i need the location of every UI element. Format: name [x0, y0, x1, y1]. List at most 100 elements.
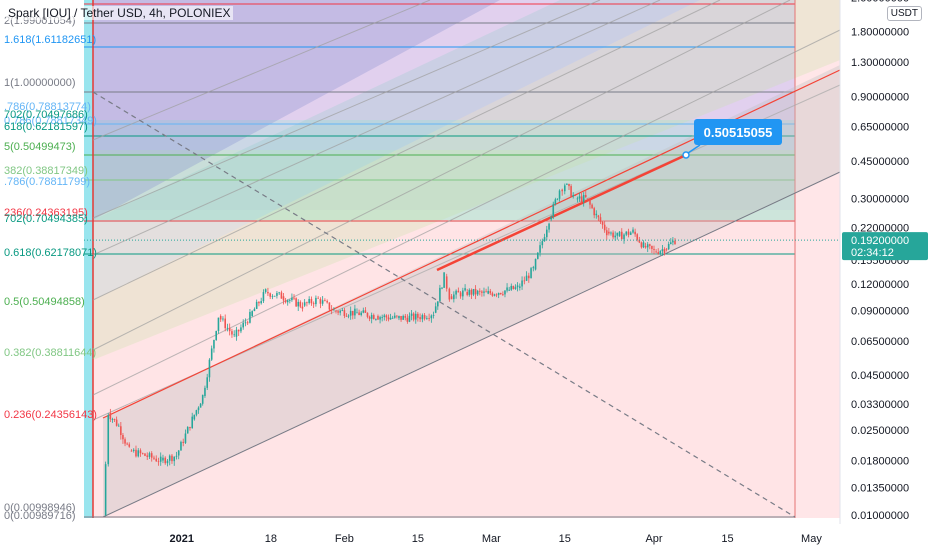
x-tick-label: 15 — [412, 533, 424, 545]
candle-body — [196, 410, 198, 415]
candle-body — [574, 195, 576, 196]
candle-body — [437, 301, 439, 306]
projection-callout-text: 0.50515055 — [704, 125, 773, 140]
candle-body — [151, 453, 153, 457]
candle-body — [149, 453, 151, 457]
y-tick-label: 0.01350000 — [851, 482, 909, 494]
candle-body — [419, 317, 421, 319]
candle-body — [579, 196, 581, 198]
candle-body — [598, 216, 600, 218]
candle-body — [326, 301, 328, 302]
candle-body — [142, 453, 144, 454]
candle-body — [446, 276, 448, 288]
candle-body — [396, 316, 398, 317]
candle-body — [215, 331, 217, 340]
y-tick-label: 0.45000000 — [851, 156, 909, 168]
candle-body — [422, 315, 424, 319]
candle-body — [122, 435, 124, 439]
candle-body — [350, 311, 352, 316]
candle-body — [458, 291, 460, 293]
currency-button[interactable]: USDT — [887, 6, 922, 21]
candle-body — [612, 233, 614, 238]
candle-body — [657, 252, 659, 254]
candle-body — [655, 251, 657, 252]
candle-body — [608, 232, 610, 234]
candle-body — [431, 316, 433, 319]
candle-body — [602, 222, 604, 225]
candle-body — [131, 451, 133, 452]
candle-body — [348, 316, 350, 317]
candle-body — [160, 457, 162, 462]
candle-body — [164, 458, 166, 463]
candle-body — [135, 450, 137, 457]
candle-body — [173, 457, 175, 461]
candle-body — [263, 292, 265, 301]
candle-body — [331, 310, 333, 311]
candle-body — [404, 316, 406, 318]
candle-body — [415, 314, 417, 320]
candle-body — [402, 316, 404, 320]
candle-body — [236, 330, 238, 337]
candle-body — [619, 232, 621, 237]
candle-body — [528, 276, 530, 279]
candle-body — [559, 191, 561, 199]
candle-body — [453, 295, 455, 300]
candle-body — [449, 289, 451, 300]
candle-body — [167, 461, 169, 463]
candle-body — [664, 249, 666, 253]
candle-body — [194, 415, 196, 420]
candle-body — [256, 302, 258, 309]
candle-body — [324, 300, 326, 301]
candle-body — [233, 334, 235, 335]
candle-body — [479, 291, 481, 292]
candle-body — [242, 323, 244, 328]
candle-body — [417, 314, 419, 318]
candle-body — [561, 190, 563, 192]
y-tick-label: 0.30000000 — [851, 194, 909, 206]
candle-body — [473, 289, 475, 295]
candle-body — [409, 316, 411, 322]
candle-body — [185, 434, 187, 443]
candle-body — [519, 286, 521, 287]
y-tick-label: 0.04500000 — [851, 370, 909, 382]
candle-body — [169, 456, 171, 461]
candle-body — [464, 288, 466, 290]
candle-body — [546, 230, 548, 238]
candle-body — [182, 442, 184, 443]
candle-body — [645, 246, 647, 247]
candle-body — [373, 315, 375, 319]
candle-body — [322, 300, 324, 303]
candle-body — [105, 464, 107, 515]
candle-body — [439, 288, 441, 301]
candle-body — [311, 299, 313, 303]
candle-body — [634, 232, 636, 235]
candle-body — [381, 317, 383, 318]
candle-body — [668, 244, 670, 249]
candle-body — [524, 281, 526, 282]
candle-body — [460, 292, 462, 296]
candle-body — [187, 427, 189, 434]
x-tick-label: Apr — [645, 533, 662, 545]
candle-body — [278, 292, 280, 293]
chart-title: Spark [IOU] / Tether USD, 4h, POLONIEX — [6, 6, 233, 20]
candle-body — [632, 230, 634, 233]
candle-body — [498, 293, 500, 295]
candle-body — [229, 328, 231, 331]
candle-body — [126, 444, 128, 445]
candle-body — [533, 267, 535, 268]
candle-body — [515, 287, 517, 289]
candle-body — [337, 311, 339, 313]
candle-body — [333, 310, 335, 311]
candle-body — [591, 205, 593, 208]
candle-body — [352, 311, 354, 315]
candle-body — [171, 456, 173, 461]
candle-body — [283, 296, 285, 300]
candle-body — [593, 208, 595, 215]
candle-body — [643, 242, 645, 247]
candle-body — [114, 419, 116, 420]
candle-body — [254, 309, 256, 311]
candle-body — [471, 290, 473, 295]
candle-body — [621, 232, 623, 239]
candle-body — [489, 291, 491, 293]
